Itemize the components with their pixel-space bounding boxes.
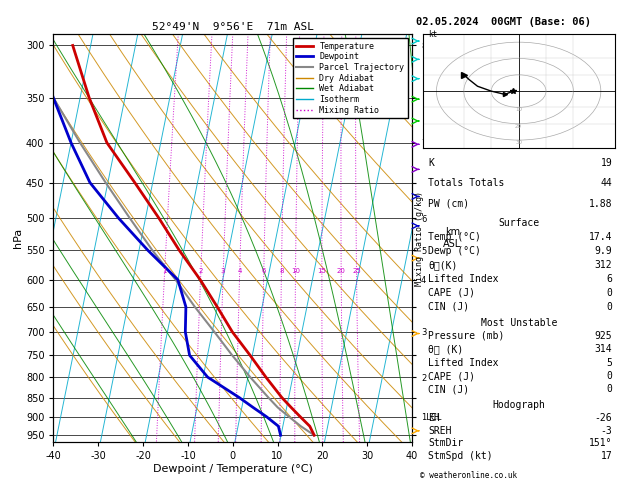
Y-axis label: km
ASL: km ASL bbox=[443, 227, 462, 249]
Text: 9.9: 9.9 bbox=[595, 246, 613, 256]
Text: CIN (J): CIN (J) bbox=[428, 384, 469, 395]
Text: -3: -3 bbox=[601, 426, 613, 435]
Text: 0: 0 bbox=[606, 384, 613, 395]
Legend: Temperature, Dewpoint, Parcel Trajectory, Dry Adiabat, Wet Adiabat, Isotherm, Mi: Temperature, Dewpoint, Parcel Trajectory… bbox=[293, 38, 408, 118]
X-axis label: Dewpoint / Temperature (°C): Dewpoint / Temperature (°C) bbox=[153, 464, 313, 474]
Text: 20: 20 bbox=[515, 124, 522, 129]
Text: 10: 10 bbox=[291, 268, 300, 274]
Text: 10: 10 bbox=[515, 107, 522, 112]
Text: 151°: 151° bbox=[589, 438, 613, 449]
Text: 20: 20 bbox=[337, 268, 345, 274]
Text: Hodograph: Hodograph bbox=[493, 400, 546, 410]
Text: 5: 5 bbox=[606, 358, 613, 368]
Text: Pressure (mb): Pressure (mb) bbox=[428, 331, 504, 341]
Text: 15: 15 bbox=[318, 268, 326, 274]
Text: 17: 17 bbox=[601, 451, 613, 461]
Text: Mixing Ratio (g/kg): Mixing Ratio (g/kg) bbox=[415, 191, 424, 286]
Text: Lifted Index: Lifted Index bbox=[428, 274, 499, 284]
Text: CAPE (J): CAPE (J) bbox=[428, 371, 475, 381]
Text: SREH: SREH bbox=[428, 426, 452, 435]
Text: StmDir: StmDir bbox=[428, 438, 464, 449]
Text: 44: 44 bbox=[601, 178, 613, 189]
Text: CIN (J): CIN (J) bbox=[428, 301, 469, 312]
Text: StmSpd (kt): StmSpd (kt) bbox=[428, 451, 493, 461]
Text: PW (cm): PW (cm) bbox=[428, 199, 469, 208]
Y-axis label: hPa: hPa bbox=[13, 228, 23, 248]
Text: 02.05.2024  00GMT (Base: 06): 02.05.2024 00GMT (Base: 06) bbox=[416, 17, 591, 27]
Text: Totals Totals: Totals Totals bbox=[428, 178, 504, 189]
Text: 0: 0 bbox=[606, 371, 613, 381]
Title: 52°49'N  9°56'E  71m ASL: 52°49'N 9°56'E 71m ASL bbox=[152, 22, 314, 32]
Text: 6: 6 bbox=[606, 274, 613, 284]
Text: K: K bbox=[428, 158, 434, 168]
Text: 17.4: 17.4 bbox=[589, 232, 613, 242]
Text: Surface: Surface bbox=[499, 218, 540, 228]
Text: Lifted Index: Lifted Index bbox=[428, 358, 499, 368]
Text: 0: 0 bbox=[606, 288, 613, 297]
Text: 4: 4 bbox=[237, 268, 242, 274]
Text: 314: 314 bbox=[595, 344, 613, 354]
Text: -26: -26 bbox=[595, 413, 613, 423]
Text: 925: 925 bbox=[595, 331, 613, 341]
Text: 3: 3 bbox=[221, 268, 225, 274]
Text: 1: 1 bbox=[162, 268, 167, 274]
Text: Temp (°C): Temp (°C) bbox=[428, 232, 481, 242]
Text: EH: EH bbox=[428, 413, 440, 423]
Text: 8: 8 bbox=[279, 268, 284, 274]
Text: 6: 6 bbox=[262, 268, 266, 274]
Text: CAPE (J): CAPE (J) bbox=[428, 288, 475, 297]
Text: 2: 2 bbox=[199, 268, 203, 274]
Text: 25: 25 bbox=[352, 268, 361, 274]
Text: Dewp (°C): Dewp (°C) bbox=[428, 246, 481, 256]
Text: 30: 30 bbox=[515, 140, 522, 145]
Text: 19: 19 bbox=[601, 158, 613, 168]
Text: Most Unstable: Most Unstable bbox=[481, 317, 557, 328]
Text: kt: kt bbox=[428, 30, 437, 39]
Text: 1.88: 1.88 bbox=[589, 199, 613, 208]
Text: © weatheronline.co.uk: © weatheronline.co.uk bbox=[420, 471, 517, 480]
Text: 0: 0 bbox=[606, 301, 613, 312]
Text: 312: 312 bbox=[595, 260, 613, 270]
Text: θᴄ (K): θᴄ (K) bbox=[428, 344, 464, 354]
Text: θᴄ(K): θᴄ(K) bbox=[428, 260, 457, 270]
